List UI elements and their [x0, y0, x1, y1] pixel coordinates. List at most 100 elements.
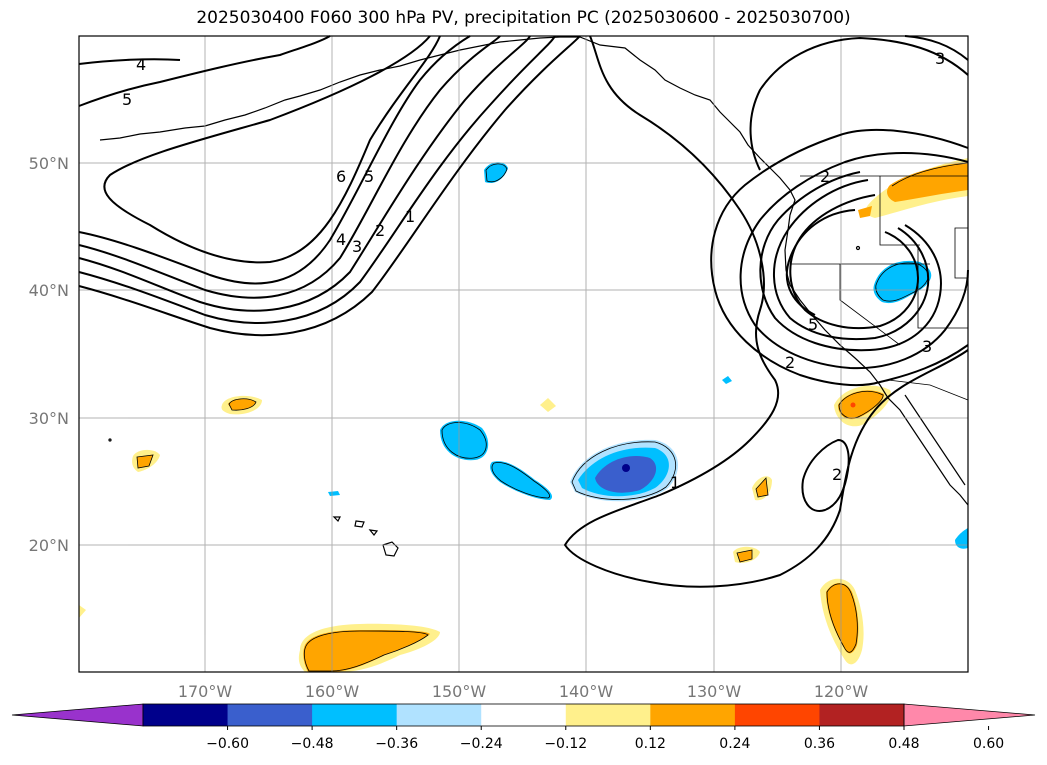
- colorbar-segment: [312, 704, 398, 726]
- precip-neg-area: [440, 420, 489, 461]
- precip-outline: [891, 162, 969, 187]
- precip-neg-area: [722, 376, 732, 384]
- contour-label: 4: [336, 230, 346, 249]
- precip-outline: [755, 477, 769, 498]
- lat-label: 20°N: [29, 536, 69, 555]
- precip-neg-area: [955, 528, 968, 549]
- pv-contour: [78, 35, 331, 107]
- lon-label: 120°W: [814, 682, 869, 701]
- pv-contour: [739, 152, 969, 370]
- precip-outline: [485, 163, 508, 183]
- pv-contours: [78, 35, 969, 588]
- contour-label: 6: [336, 167, 346, 186]
- colorbar-tick-label: −0.48: [291, 736, 334, 752]
- precip-outline: [303, 630, 429, 672]
- pv-contour: [78, 35, 501, 299]
- island: [855, 245, 861, 251]
- precip-neg-area: [490, 461, 553, 500]
- contour-label: 2: [820, 167, 830, 186]
- contour-label: 3: [352, 237, 362, 256]
- precip-pos-area: [756, 478, 768, 497]
- precip-outline: [826, 583, 858, 653]
- lon-label: 170°W: [178, 682, 233, 701]
- pv-contour: [785, 209, 856, 316]
- contour-label: 1: [405, 207, 415, 226]
- contour-label: 4: [136, 55, 146, 74]
- contour-label: 5: [122, 90, 132, 109]
- state-border: [839, 264, 901, 346]
- pv-contour: [904, 35, 969, 61]
- pv-contour: [78, 35, 556, 324]
- pv-contour: [78, 35, 531, 312]
- baja-coast: [887, 397, 969, 506]
- precip-pos-area: [838, 390, 885, 420]
- colorbar-segment: [227, 704, 313, 726]
- colorbar-tick-label: 0.60: [973, 736, 1004, 752]
- map-panel: 4 5 6 5 4 3 2 1 3 2 3 2 1 5 2: [78, 35, 969, 673]
- precip-outline: [228, 398, 257, 411]
- colorbar-segment: [734, 704, 820, 726]
- precip-pos-area: [540, 398, 556, 412]
- lat-label: 30°N: [29, 409, 69, 428]
- lon-label: 150°W: [432, 682, 487, 701]
- contour-label: 5: [364, 167, 374, 186]
- pv-contour: [749, 36, 969, 171]
- hawaii-island: [354, 520, 365, 528]
- pv-contour-labels: 4 5 6 5 4 3 2 1 3 2 3 2 1 5 2: [122, 49, 945, 492]
- colorbar-segment: [143, 704, 229, 726]
- precip-outline: [571, 441, 676, 500]
- contour-label: 2: [375, 221, 385, 240]
- precip-outline: [838, 391, 884, 419]
- precip-outlines: [136, 162, 969, 672]
- us-mexico-border: [887, 379, 969, 401]
- contour-label: 2: [785, 353, 795, 372]
- precip-neg-core: [595, 456, 657, 493]
- colorbar-tick-label: 0.36: [804, 736, 835, 752]
- map-background: [79, 36, 968, 672]
- colorbar-tick-label: 0.12: [635, 736, 666, 752]
- pv-contour: [78, 35, 581, 337]
- colorbar-tick-label: −0.12: [544, 736, 587, 752]
- colorbar-tick-label: 0.48: [888, 736, 919, 752]
- precip-pos-area: [887, 162, 968, 202]
- pv-contour: [78, 58, 181, 65]
- lon-labels: 170°W 160°W 150°W 140°W 130°W 120°W: [178, 682, 869, 701]
- hawaii-island: [332, 516, 341, 523]
- pv-contour: [710, 128, 969, 387]
- precip-pos-max: [850, 402, 856, 408]
- colorbar-tick-label: −0.36: [375, 736, 418, 752]
- alaska-aleutians-coast: [99, 36, 580, 141]
- gridlines: [79, 36, 968, 672]
- hawaii-island: [382, 541, 399, 557]
- colorbar-segment: [819, 704, 905, 726]
- precip-pos-area: [858, 206, 872, 218]
- precip-pos-area: [826, 583, 859, 654]
- colorbar-tick-label: −0.60: [206, 736, 249, 752]
- pv-contour: [563, 35, 969, 588]
- colorbar-tick-label: −0.24: [460, 736, 503, 752]
- alaska-coast: [579, 36, 791, 191]
- colorbar-segment: [565, 704, 651, 726]
- lon-label: 130°W: [687, 682, 742, 701]
- pv-contour: [78, 35, 471, 285]
- precip-pos-area: [737, 550, 752, 562]
- precip-neg-max: [622, 464, 630, 472]
- pv-contour: [789, 194, 920, 330]
- pv-contour: [103, 35, 441, 264]
- colorbar-extend-max: [903, 703, 1036, 727]
- precip-neg-area: [484, 162, 508, 184]
- precip-neg-area: [328, 491, 340, 496]
- colorbar-segment: [396, 704, 482, 726]
- contour-label: 3: [935, 49, 945, 68]
- precip-pos-area: [303, 630, 430, 672]
- colorbar-extend-min: [11, 703, 144, 727]
- colorbar: −0.60 −0.48 −0.36 −0.24 −0.12 0.12 0.24 0.36 0.4…: [11, 703, 1036, 752]
- lat-labels: 50°N 40°N 30°N 20°N: [29, 154, 69, 555]
- lon-label: 160°W: [305, 682, 360, 701]
- precip-outline: [136, 454, 154, 469]
- colorbar-frame: [142, 703, 905, 727]
- state-border: [879, 176, 920, 246]
- lon-label: 140°W: [559, 682, 614, 701]
- precip-pos-area: [137, 455, 153, 468]
